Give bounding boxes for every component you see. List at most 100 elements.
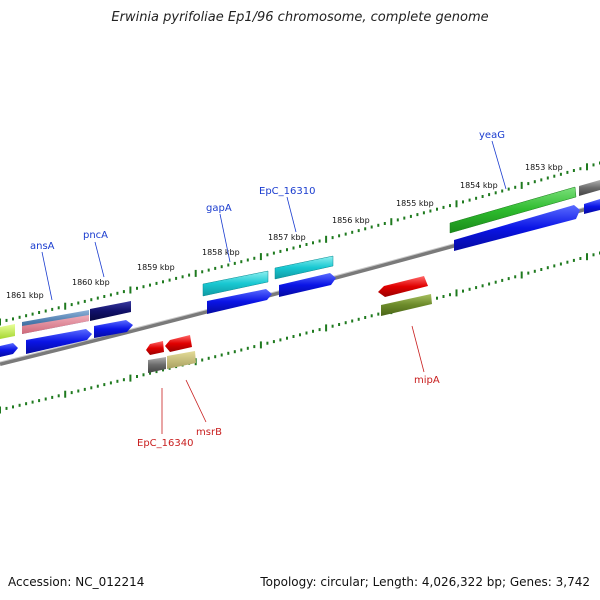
lower-tick bbox=[442, 295, 445, 298]
upper-tick bbox=[109, 293, 112, 297]
upper-tick bbox=[194, 269, 197, 277]
upper-tick bbox=[279, 249, 282, 253]
scale-label-1854: 1854 kbp bbox=[460, 181, 498, 190]
upper-tick bbox=[227, 263, 230, 267]
upper-tick bbox=[25, 314, 28, 318]
gene-feature-box-msrB bbox=[167, 351, 196, 369]
lower-tick bbox=[533, 269, 536, 273]
upper-tick bbox=[122, 290, 125, 294]
upper-tick bbox=[520, 181, 523, 189]
lower-tick bbox=[377, 312, 380, 316]
upper-tick bbox=[527, 182, 530, 186]
gene-feature-box-mipA bbox=[381, 294, 432, 316]
lower-tick bbox=[96, 384, 99, 388]
upper-tick bbox=[514, 185, 517, 189]
upper-tick bbox=[181, 275, 184, 279]
map-title: Erwinia pyrifoliae Ep1/96 chromosome, co… bbox=[111, 10, 489, 25]
lower-tick bbox=[51, 395, 54, 399]
upper-tick bbox=[325, 235, 328, 243]
upper-tick bbox=[259, 253, 262, 261]
upper-tick bbox=[572, 169, 575, 172]
lower-tick bbox=[312, 329, 314, 333]
gene-feature-box-yeaG bbox=[449, 186, 577, 234]
cds-arrow-tail bbox=[584, 199, 600, 214]
forward-feature-row bbox=[0, 180, 600, 339]
upper-tick bbox=[51, 307, 54, 311]
cds-arrow-mipA bbox=[378, 276, 428, 297]
lower-tick bbox=[18, 403, 21, 407]
upper-tick bbox=[449, 204, 451, 208]
upper-tick bbox=[546, 176, 549, 180]
lower-tick bbox=[579, 257, 582, 260]
lower-tick bbox=[253, 345, 256, 349]
gene-label-mipA: mipA bbox=[414, 375, 440, 386]
lower-tick bbox=[475, 286, 478, 290]
upper-tick bbox=[286, 248, 288, 252]
scale-labels: 1853 kbp 1854 kbp 1855 kbp 1856 kbp 1857… bbox=[6, 163, 563, 300]
accession-label: Accession: NC_012214 bbox=[8, 575, 145, 589]
upper-tick bbox=[312, 241, 314, 245]
scale-label-1859: 1859 kbp bbox=[137, 263, 175, 272]
upper-tick bbox=[409, 214, 412, 218]
lower-tick bbox=[77, 389, 80, 393]
gene-feature-box-gapA bbox=[202, 270, 269, 297]
lower-tick bbox=[370, 314, 373, 318]
upper-tick bbox=[305, 243, 308, 246]
lower-tick bbox=[64, 390, 67, 398]
cds-arrow-pncA bbox=[94, 320, 133, 338]
gene-label-EpC_16310: EpC_16310 bbox=[259, 186, 315, 197]
lower-tick bbox=[436, 296, 438, 300]
upper-tick bbox=[44, 309, 47, 313]
leader-line-msrB bbox=[185, 379, 207, 423]
upper-tick bbox=[272, 251, 275, 255]
upper-tick bbox=[390, 218, 393, 226]
forward-cds-row bbox=[0, 199, 600, 357]
lower-tick bbox=[142, 373, 145, 377]
upper-tick bbox=[299, 244, 301, 248]
scale-label-1856: 1856 kbp bbox=[332, 216, 370, 225]
upper-tick bbox=[142, 285, 145, 289]
lower-tick bbox=[122, 378, 125, 382]
lower-tick bbox=[357, 317, 360, 321]
gene-label-EpC_16340: EpC_16340 bbox=[137, 438, 193, 449]
upper-tick bbox=[494, 191, 497, 195]
lower-tick bbox=[292, 335, 295, 338]
upper-tick bbox=[83, 299, 86, 303]
upper-tick bbox=[566, 170, 569, 174]
upper-tick bbox=[422, 211, 425, 215]
lower-tick bbox=[31, 400, 34, 404]
lower-tick bbox=[220, 353, 223, 357]
upper-tick bbox=[501, 189, 504, 193]
gene-leader-lines bbox=[41, 140, 507, 434]
upper-tick bbox=[364, 227, 367, 231]
upper-tick bbox=[96, 296, 99, 300]
lower-tick bbox=[559, 262, 562, 266]
lower-tick bbox=[592, 253, 595, 257]
upper-tick bbox=[233, 261, 236, 265]
gene-feature-box-EpC_16310 bbox=[274, 255, 334, 280]
lower-tick bbox=[266, 341, 269, 345]
lower-tick bbox=[44, 397, 47, 401]
gene-label-gapA: gapA bbox=[206, 203, 232, 214]
lower-tick bbox=[109, 381, 112, 385]
lower-tick bbox=[240, 348, 243, 352]
gene-feature-box-EpC_16340 bbox=[148, 357, 166, 373]
leader-line-ansA bbox=[41, 251, 53, 301]
lower-tick bbox=[520, 271, 523, 279]
lower-tick bbox=[488, 282, 491, 286]
scale-label-1861: 1861 kbp bbox=[6, 291, 44, 300]
lower-tick bbox=[259, 341, 262, 349]
lower-tick bbox=[149, 371, 151, 375]
scale-label-1855: 1855 kbp bbox=[396, 199, 434, 208]
upper-tick bbox=[403, 216, 406, 220]
gene-label-msrB: msrB bbox=[196, 427, 222, 438]
lower-tick bbox=[214, 355, 217, 359]
upper-tick bbox=[475, 196, 478, 200]
upper-tick bbox=[266, 253, 269, 257]
upper-tick bbox=[155, 281, 158, 285]
upper-tick bbox=[129, 286, 132, 294]
gene-label-yeaG: yeaG bbox=[479, 130, 505, 141]
lower-tick bbox=[246, 346, 249, 350]
gene-label-ansA: ansA bbox=[30, 241, 55, 252]
